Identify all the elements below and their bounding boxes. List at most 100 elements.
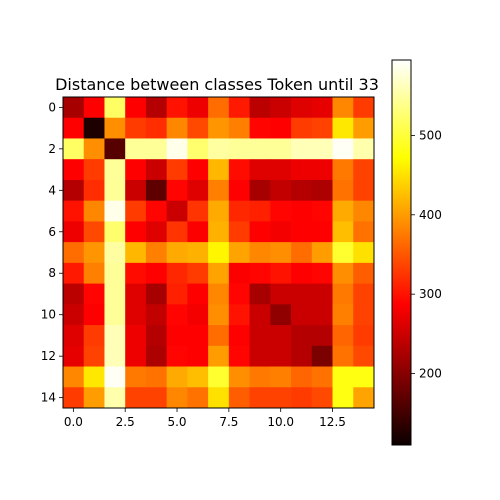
heatmap-cell bbox=[270, 325, 292, 347]
heatmap-cell bbox=[311, 138, 333, 160]
heatmap-cell bbox=[291, 304, 313, 326]
heatmap-cell bbox=[291, 97, 313, 119]
x-tick-label: 2.5 bbox=[116, 415, 135, 429]
heatmap-cell bbox=[187, 304, 209, 326]
heatmap-cell bbox=[332, 179, 354, 202]
heatmap-cell bbox=[311, 283, 333, 305]
heatmap-cells bbox=[63, 97, 375, 409]
heatmap-cell bbox=[166, 117, 188, 139]
heatmap-cell bbox=[145, 97, 168, 119]
heatmap-cell bbox=[228, 366, 250, 388]
heatmap-cell bbox=[249, 325, 271, 347]
heatmap-cell bbox=[291, 242, 313, 264]
heatmap-cell bbox=[249, 200, 271, 222]
heatmap-cell bbox=[187, 200, 209, 222]
heatmap-cell bbox=[104, 221, 126, 243]
heatmap-cell bbox=[187, 325, 209, 347]
heatmap-cell bbox=[311, 262, 333, 284]
heatmap-cell bbox=[291, 138, 313, 160]
heatmap-cell bbox=[270, 366, 292, 388]
heatmap-cell bbox=[166, 138, 188, 160]
heatmap-cell bbox=[83, 345, 105, 367]
heatmap-cell bbox=[208, 283, 230, 305]
heatmap-cell bbox=[145, 138, 168, 160]
heatmap-cell bbox=[166, 304, 188, 326]
heatmap-cell bbox=[125, 304, 147, 326]
heatmap-cell bbox=[291, 325, 313, 347]
heatmap-cell bbox=[270, 221, 292, 243]
heatmap-cell bbox=[63, 242, 85, 264]
heatmap-cell bbox=[228, 159, 250, 181]
colorbar-axis: 200 300 400 500 bbox=[411, 128, 442, 381]
heatmap-cell bbox=[249, 117, 271, 139]
heatmap-cell bbox=[83, 366, 105, 388]
heatmap-cell bbox=[270, 138, 292, 160]
heatmap-cell bbox=[311, 159, 333, 181]
heatmap-cell bbox=[145, 283, 168, 305]
heatmap-cell bbox=[166, 366, 188, 388]
heatmap-cell bbox=[145, 221, 168, 243]
heatmap-cell bbox=[270, 200, 292, 222]
heatmap-cell bbox=[291, 283, 313, 305]
heatmap-cell bbox=[125, 159, 147, 181]
heatmap-cell bbox=[332, 200, 354, 222]
heatmap-cell bbox=[249, 366, 271, 388]
heatmap-cell bbox=[125, 387, 147, 409]
heatmap-cell bbox=[208, 242, 230, 264]
heatmap-cell bbox=[187, 345, 209, 367]
heatmap-cell bbox=[249, 138, 271, 160]
heatmap-cell bbox=[145, 159, 168, 181]
heatmap-cell bbox=[311, 179, 333, 202]
heatmap-cell bbox=[208, 345, 230, 367]
heatmap-cell bbox=[145, 117, 168, 139]
heatmap-cell bbox=[353, 283, 375, 305]
colorbar-tick-label: 400 bbox=[419, 208, 442, 222]
heatmap-cell bbox=[63, 159, 85, 181]
heatmap-cell bbox=[104, 304, 126, 326]
y-tick-label: 0 bbox=[48, 100, 56, 114]
heatmap-cell bbox=[63, 117, 85, 139]
heatmap-cell bbox=[311, 242, 333, 264]
heatmap-cell bbox=[125, 262, 147, 284]
heatmap-cell bbox=[353, 345, 375, 367]
heatmap-cell bbox=[83, 262, 105, 284]
heatmap-cell bbox=[270, 179, 292, 202]
heatmap-cell bbox=[83, 242, 105, 264]
heatmap-cell bbox=[166, 387, 188, 409]
heatmap-cell bbox=[208, 97, 230, 119]
heatmap-cell bbox=[83, 387, 105, 409]
heatmap-cell bbox=[311, 387, 333, 409]
heatmap-cell bbox=[145, 387, 168, 409]
heatmap-cell bbox=[332, 262, 354, 284]
heatmap-cell bbox=[63, 221, 85, 243]
heatmap-cell bbox=[249, 262, 271, 284]
heatmap-cell bbox=[332, 159, 354, 181]
heatmap-cell bbox=[332, 117, 354, 139]
heatmap-cell bbox=[311, 345, 333, 367]
heatmap-cell bbox=[228, 325, 250, 347]
heatmap-cell bbox=[332, 242, 354, 264]
x-tick-label: 5.0 bbox=[167, 415, 186, 429]
colorbar-tick-label: 500 bbox=[419, 128, 442, 142]
heatmap-cell bbox=[208, 366, 230, 388]
heatmap-cell bbox=[249, 159, 271, 181]
heatmap-cell bbox=[208, 325, 230, 347]
heatmap-cell bbox=[353, 138, 375, 160]
heatmap-cell bbox=[208, 179, 230, 202]
heatmap-cell bbox=[83, 97, 105, 119]
heatmap-cell bbox=[145, 262, 168, 284]
heatmap-cell bbox=[125, 242, 147, 264]
heatmap-cell bbox=[311, 304, 333, 326]
heatmap-cell bbox=[353, 387, 375, 409]
y-tick-label: 12 bbox=[41, 349, 56, 363]
heatmap-cell bbox=[353, 179, 375, 202]
heatmap-cell bbox=[332, 387, 354, 409]
heatmap-cell bbox=[187, 117, 209, 139]
heatmap-cell bbox=[166, 262, 188, 284]
heatmap-cell bbox=[270, 387, 292, 409]
heatmap-cell bbox=[104, 138, 126, 160]
heatmap-cell bbox=[145, 200, 168, 222]
heatmap-cell bbox=[270, 97, 292, 119]
heatmap-cell bbox=[145, 366, 168, 388]
heatmap-cell bbox=[291, 200, 313, 222]
